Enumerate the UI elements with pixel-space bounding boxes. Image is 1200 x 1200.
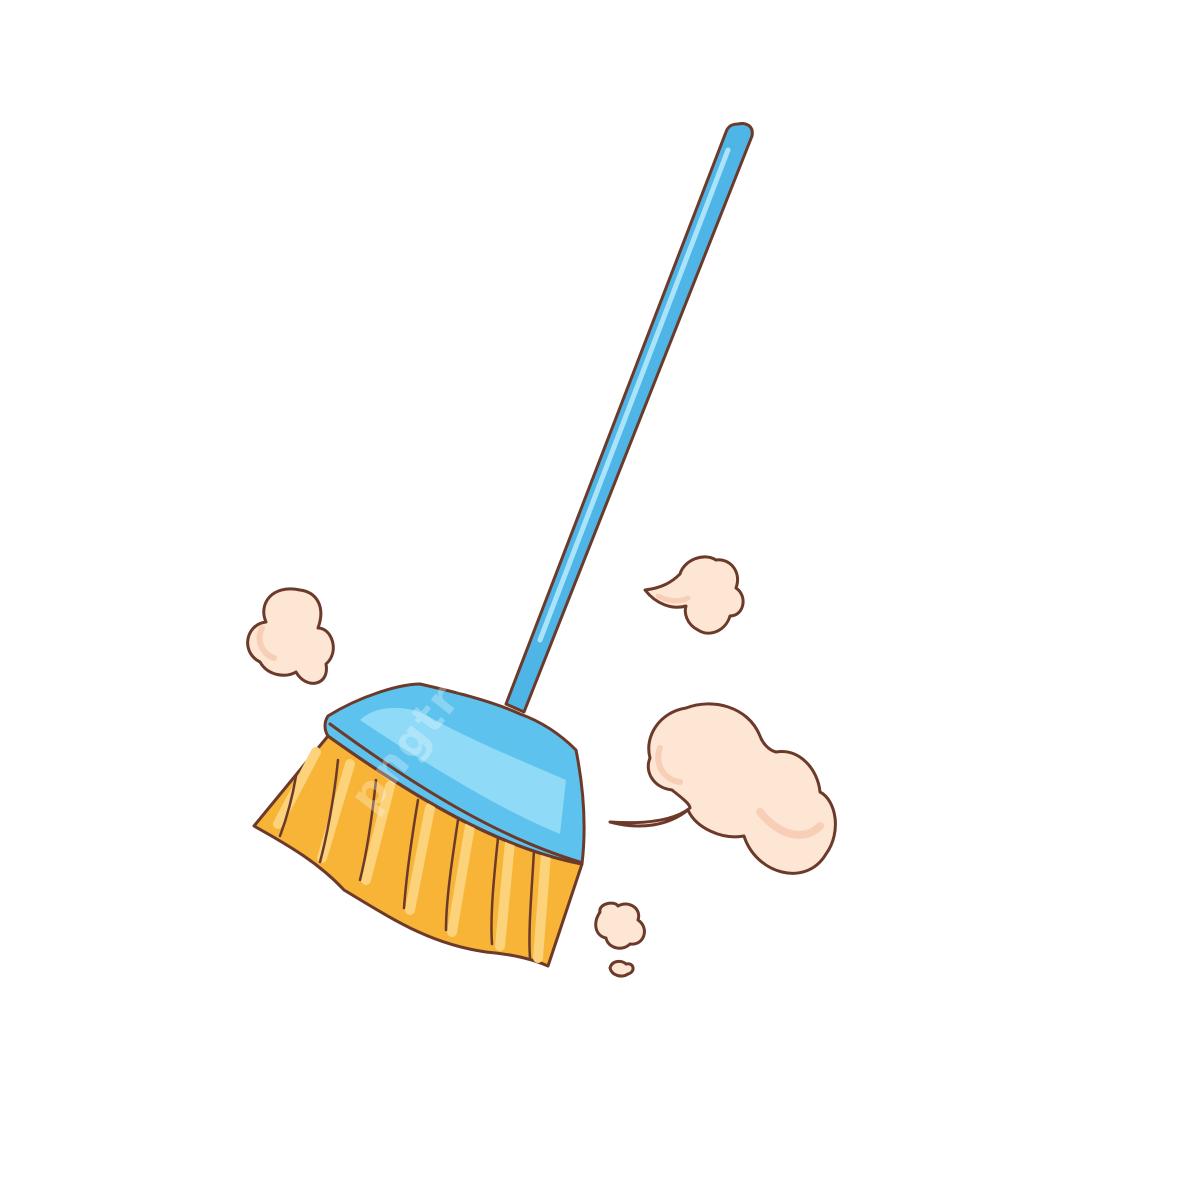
dust-cloud-large-right [608,702,837,875]
dust-cloud-left [246,587,335,685]
broom-handle [504,122,754,714]
broom-bristles [252,734,584,968]
broom-head [323,682,586,866]
dust-puff-small [594,901,646,950]
dust-puff-tiny [608,959,635,978]
dust-cloud-upper-right [643,555,745,635]
